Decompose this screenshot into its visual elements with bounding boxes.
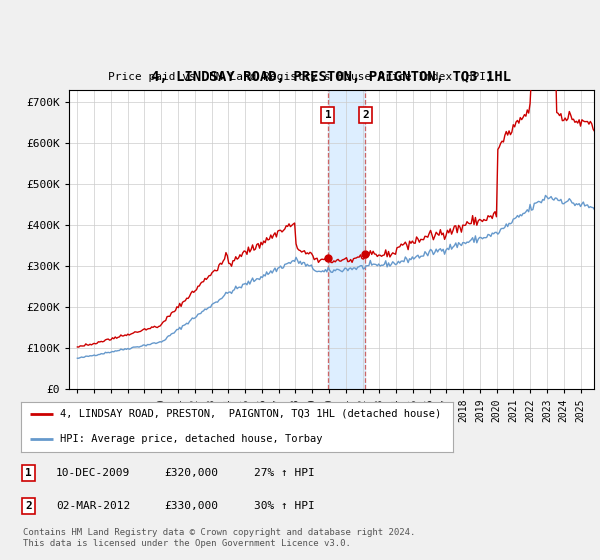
Text: 30% ↑ HPI: 30% ↑ HPI [254, 501, 314, 511]
Text: 2: 2 [362, 110, 369, 120]
Text: 27% ↑ HPI: 27% ↑ HPI [254, 468, 314, 478]
Text: 1: 1 [325, 110, 331, 120]
Text: Contains HM Land Registry data © Crown copyright and database right 2024.
This d: Contains HM Land Registry data © Crown c… [23, 528, 415, 548]
Title: 4, LINDSAY ROAD, PRESTON, PAIGNTON, TQ3 1HL: 4, LINDSAY ROAD, PRESTON, PAIGNTON, TQ3 … [151, 70, 512, 84]
Text: 1: 1 [25, 468, 32, 478]
Text: 4, LINDSAY ROAD, PRESTON,  PAIGNTON, TQ3 1HL (detached house): 4, LINDSAY ROAD, PRESTON, PAIGNTON, TQ3 … [60, 409, 441, 419]
Text: 10-DEC-2009: 10-DEC-2009 [56, 468, 130, 478]
Text: 2: 2 [25, 501, 32, 511]
Text: HPI: Average price, detached house, Torbay: HPI: Average price, detached house, Torb… [60, 434, 322, 444]
Text: £320,000: £320,000 [164, 468, 218, 478]
Text: 02-MAR-2012: 02-MAR-2012 [56, 501, 130, 511]
Text: £330,000: £330,000 [164, 501, 218, 511]
Bar [328, 90, 365, 389]
Text: Price paid vs. HM Land Registry's House Price Index (HPI): Price paid vs. HM Land Registry's House … [107, 72, 493, 82]
